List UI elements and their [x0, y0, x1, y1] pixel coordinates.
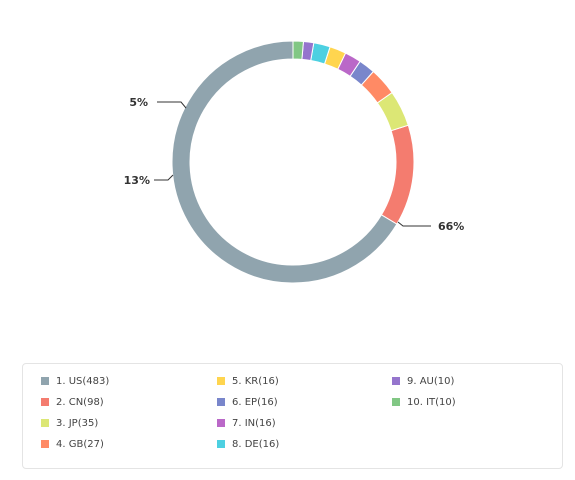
legend-label-in: 7. IN(16) — [232, 417, 276, 429]
slice-label-jp: 5% — [129, 96, 148, 109]
legend-label-gb: 4. GB(27) — [56, 438, 104, 450]
slice-it[interactable] — [292, 40, 304, 60]
legend-swatch-it — [392, 398, 400, 406]
legend-swatch-in — [217, 419, 225, 427]
legend-item-kr[interactable]: 5. KR(16) — [217, 374, 279, 388]
legend-swatch-de — [217, 440, 225, 448]
legend-label-de: 8. DE(16) — [232, 438, 280, 450]
legend-swatch-gb — [41, 440, 49, 448]
legend-item-in[interactable]: 7. IN(16) — [217, 416, 276, 430]
slice-cn[interactable] — [380, 124, 415, 225]
slice-us[interactable] — [171, 40, 398, 284]
leader-line-jp — [157, 101, 187, 109]
legend-swatch-jp — [41, 419, 49, 427]
legend-swatch-ep — [217, 398, 225, 406]
legend-label-it: 10. IT(10) — [407, 396, 456, 408]
legend-label-us: 1. US(483) — [56, 375, 110, 387]
legend-label-jp: 3. JP(35) — [56, 417, 99, 429]
slice-label-us: 66% — [438, 220, 464, 233]
slice-label-cn: 13% — [124, 174, 150, 187]
donut-chart-svg: 66% 13% 5% — [124, 40, 464, 284]
legend-label-cn: 2. CN(98) — [56, 396, 104, 408]
legend-label-au: 9. AU(10) — [407, 375, 455, 387]
legend-label-kr: 5. KR(16) — [232, 375, 279, 387]
legend-item-it[interactable]: 10. IT(10) — [392, 395, 456, 409]
legend-item-ep[interactable]: 6. EP(16) — [217, 395, 278, 409]
legend-item-de[interactable]: 8. DE(16) — [217, 437, 279, 451]
legend-item-us[interactable]: 1. US(483) — [41, 374, 109, 388]
donut-chart: 66% 13% 5% — [124, 40, 464, 284]
leader-line-us — [397, 221, 431, 227]
leader-line-cn — [154, 174, 174, 181]
legend-item-jp[interactable]: 3. JP(35) — [41, 416, 98, 430]
legend-item-gb[interactable]: 4. GB(27) — [41, 437, 104, 451]
legend-swatch-us — [41, 377, 49, 385]
legend-swatch-kr — [217, 377, 225, 385]
legend-swatch-au — [392, 377, 400, 385]
legend-swatch-cn — [41, 398, 49, 406]
chart-legend: 1. US(483) 2. CN(98) 3. JP(35) 4. GB(27) 5. … — [22, 363, 563, 469]
legend-item-au[interactable]: 9. AU(10) — [392, 374, 454, 388]
legend-item-cn[interactable]: 2. CN(98) — [41, 395, 104, 409]
legend-label-ep: 6. EP(16) — [232, 396, 278, 408]
